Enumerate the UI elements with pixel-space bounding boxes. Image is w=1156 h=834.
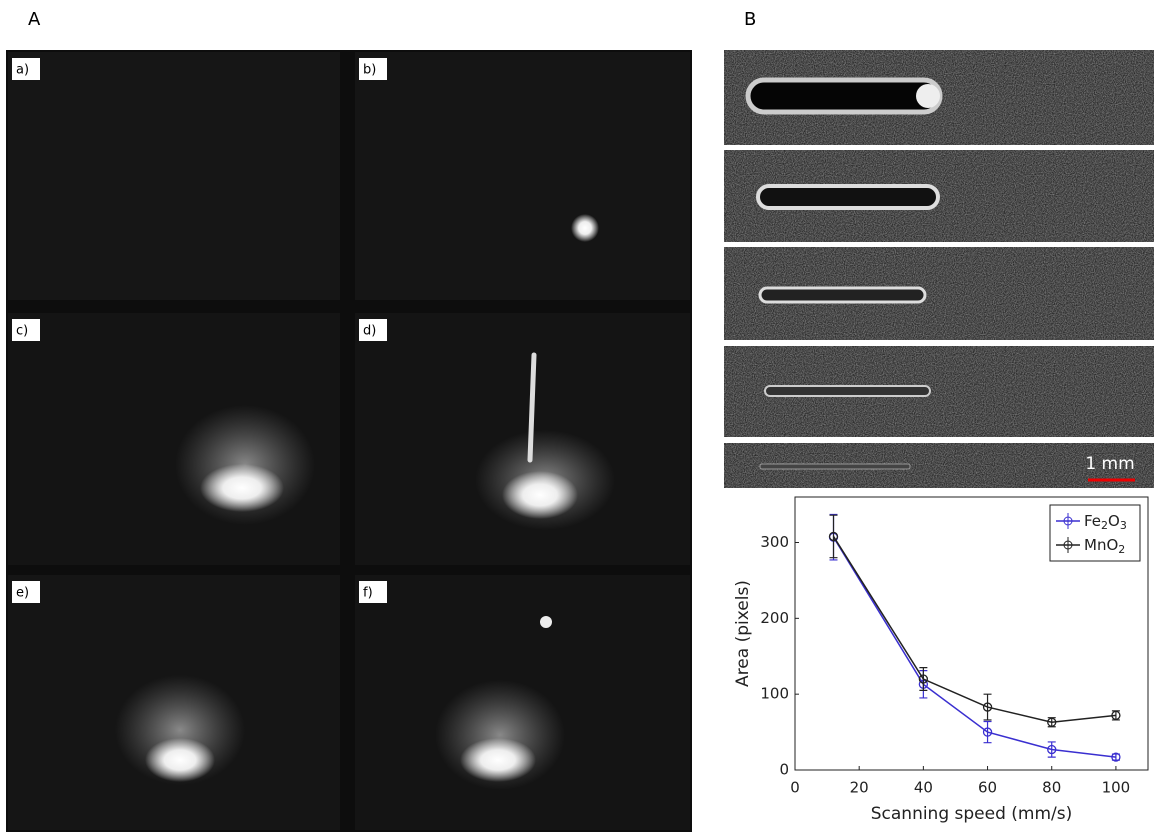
y-axis-label: Area (pixels) <box>733 580 753 687</box>
scale-bar-label: 1 mm <box>1085 454 1134 474</box>
chart: 0 20 40 60 80 100 0 100 200 300 Scanning speed (mm… <box>733 496 1149 824</box>
track <box>764 385 931 397</box>
glow <box>571 214 599 242</box>
glow <box>502 471 578 519</box>
photo-label-box <box>359 58 387 80</box>
legend-label: MnO2 <box>1084 536 1125 557</box>
photo <box>355 52 690 300</box>
error-bar <box>983 720 992 744</box>
photo-label-box <box>359 319 387 341</box>
y-tick-label: 300 <box>760 533 789 551</box>
marker <box>1111 710 1121 721</box>
x-tick-label: 100 <box>1102 779 1131 797</box>
track-end <box>916 84 940 108</box>
x-tick-label: 0 <box>790 779 800 797</box>
x-tick-label: 60 <box>978 779 997 797</box>
droplet <box>540 616 552 628</box>
panel-label: A <box>28 9 41 30</box>
marker <box>982 727 993 737</box>
photo-label: f) <box>363 586 373 601</box>
legend-label: Fe2O3 <box>1084 512 1127 533</box>
legend-box <box>1049 504 1141 562</box>
glow <box>145 738 215 782</box>
marker <box>918 674 929 684</box>
glow <box>200 464 284 512</box>
panel-label: B <box>744 9 756 30</box>
photo-label: e) <box>16 586 29 601</box>
x-tick-label: 80 <box>1042 779 1061 797</box>
marker <box>1047 744 1057 755</box>
marker <box>982 702 993 712</box>
track <box>756 184 940 210</box>
photo-label-box <box>12 319 40 341</box>
track-strips: 1 mm <box>724 50 1154 488</box>
photo-label-box <box>359 581 387 603</box>
error-bar <box>919 667 928 691</box>
x-tick-label: 20 <box>850 779 869 797</box>
marker <box>1111 752 1121 762</box>
photo-label: c) <box>16 324 28 339</box>
y-tick-label: 0 <box>779 761 789 779</box>
streak <box>527 352 537 463</box>
track <box>758 286 927 304</box>
track <box>759 463 911 470</box>
photo <box>8 52 340 300</box>
photo-label-box <box>12 581 40 603</box>
marker <box>1047 717 1057 727</box>
error-bar <box>983 693 992 721</box>
error-bar <box>829 514 838 559</box>
photo-label-box <box>12 58 40 80</box>
marker <box>828 531 839 542</box>
photo-grid <box>6 50 692 832</box>
photo-label: a) <box>16 63 29 78</box>
track <box>745 77 943 115</box>
x-axis-label: Scanning speed (mm/s) <box>871 804 1073 824</box>
photo-label: d) <box>363 324 376 339</box>
glow <box>460 738 536 782</box>
photo-label: b) <box>363 63 376 78</box>
x-tick-label: 40 <box>914 779 933 797</box>
y-tick-label: 100 <box>760 685 789 703</box>
error-bar <box>1047 741 1056 758</box>
y-tick-label: 200 <box>760 609 789 627</box>
